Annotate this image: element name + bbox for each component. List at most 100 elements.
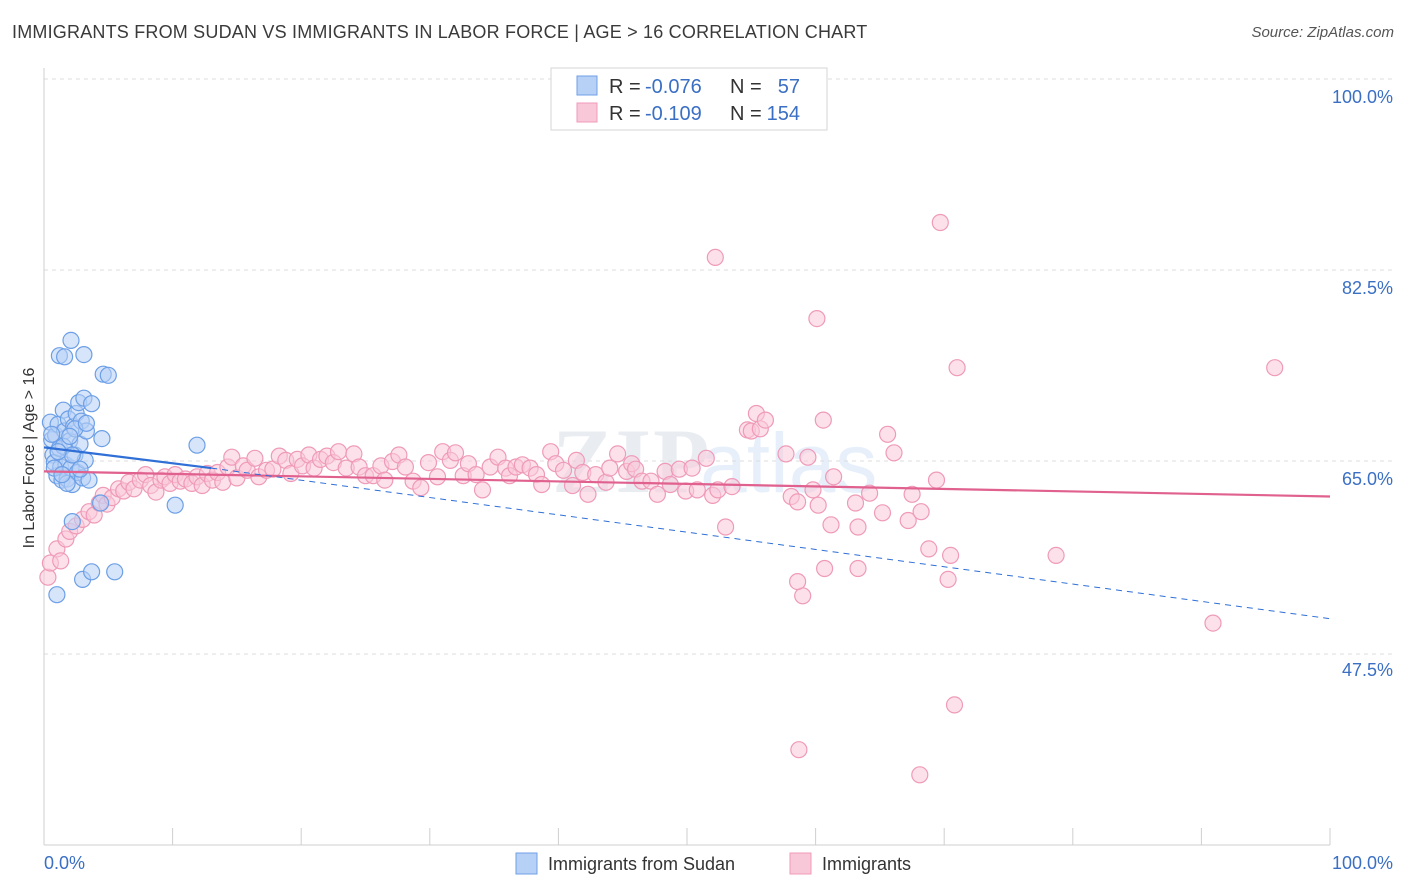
data-point-immigrants xyxy=(706,248,724,266)
data-point-sudan xyxy=(188,436,206,454)
data-point-immigrants xyxy=(446,444,465,462)
bottom-legend-swatch-sudan xyxy=(515,852,538,875)
data-point-sudan xyxy=(55,348,74,366)
x-tick-label-min: 0.0% xyxy=(44,853,85,873)
data-point-immigrants xyxy=(563,476,582,495)
bottom-legend-label-immigrants: Immigrants xyxy=(822,854,911,874)
legend-r-value-sudan: -0.076 xyxy=(645,76,702,98)
data-point-immigrants xyxy=(697,449,715,467)
grid-lines xyxy=(44,78,1393,655)
data-point-immigrants xyxy=(788,493,807,511)
data-point-immigrants xyxy=(579,485,597,503)
data-point-immigrants xyxy=(473,481,492,499)
data-point-immigrants xyxy=(809,496,827,514)
data-point-immigrants xyxy=(824,468,843,486)
legend-n-value-sudan: 57 xyxy=(778,76,800,98)
data-point-immigrants xyxy=(945,696,964,714)
data-point-immigrants xyxy=(428,468,447,486)
data-point-immigrants xyxy=(467,466,485,484)
legend-n-label-sudan: N = xyxy=(730,76,762,98)
data-point-immigrants xyxy=(899,511,917,530)
y-tick-label: 65.0% xyxy=(1342,469,1393,489)
data-point-immigrants xyxy=(756,411,775,429)
data-point-immigrants xyxy=(223,448,241,466)
series-sudan-points xyxy=(41,331,206,604)
data-point-immigrants xyxy=(822,516,840,534)
data-point-immigrants xyxy=(412,479,430,497)
data-point-immigrants xyxy=(911,766,929,784)
data-point-sudan xyxy=(43,425,61,443)
data-point-immigrants xyxy=(723,478,741,496)
data-point-sudan xyxy=(106,563,124,581)
series-immigrants-points xyxy=(39,213,1284,784)
data-point-immigrants xyxy=(648,485,667,503)
data-point-immigrants xyxy=(885,444,903,462)
data-point-immigrants xyxy=(939,570,957,589)
x-tick-label-max: 100.0% xyxy=(1332,853,1393,873)
data-point-immigrants xyxy=(777,445,795,463)
data-point-immigrants xyxy=(329,443,348,461)
data-point-immigrants xyxy=(873,504,892,522)
y-tick-label: 100.0% xyxy=(1332,87,1393,107)
data-point-sudan xyxy=(82,395,101,413)
data-point-immigrants xyxy=(941,546,960,565)
data-point-sudan xyxy=(91,494,110,512)
trend-line-sudan-projection xyxy=(211,467,1331,620)
data-point-immigrants xyxy=(849,559,867,578)
trend-line-sudan xyxy=(43,446,212,470)
trend-lines xyxy=(43,446,1331,620)
chart-title: IMMIGRANTS FROM SUDAN VS IMMIGRANTS IN L… xyxy=(12,22,868,42)
data-point-immigrants xyxy=(948,359,966,377)
data-point-immigrants xyxy=(246,449,264,467)
bottom-legend: Immigrants from Sudan Immigrants xyxy=(515,852,911,875)
legend-swatch-sudan xyxy=(576,75,598,96)
data-point-sudan xyxy=(99,366,117,384)
data-point-immigrants xyxy=(554,461,573,479)
data-point-immigrants xyxy=(52,552,70,570)
data-point-immigrants xyxy=(39,568,57,586)
data-point-sudan xyxy=(62,331,80,349)
data-point-sudan xyxy=(49,443,67,461)
data-point-sudan xyxy=(53,466,71,484)
data-point-immigrants xyxy=(376,471,394,489)
data-point-immigrants xyxy=(912,503,930,521)
legend-r-label-immigrants: R = xyxy=(609,103,641,125)
y-tick-label: 82.5% xyxy=(1342,278,1393,298)
bottom-legend-label-sudan: Immigrants from Sudan xyxy=(548,854,735,874)
data-point-sudan xyxy=(48,586,66,604)
data-point-immigrants xyxy=(808,310,826,328)
data-point-immigrants xyxy=(683,459,701,477)
data-point-immigrants xyxy=(396,458,414,476)
data-point-sudan xyxy=(75,346,93,364)
data-point-immigrants xyxy=(903,485,921,503)
data-point-immigrants xyxy=(860,484,879,502)
data-point-immigrants xyxy=(788,572,807,591)
data-point-immigrants xyxy=(878,425,897,443)
data-point-immigrants xyxy=(814,411,832,429)
data-point-immigrants xyxy=(1047,546,1065,565)
data-point-sudan xyxy=(82,563,101,581)
data-point-immigrants xyxy=(931,213,949,232)
data-point-sudan xyxy=(166,496,184,514)
x-axis-ticks xyxy=(43,828,1331,845)
legend-n-value-immigrants: 154 xyxy=(767,103,800,125)
data-point-immigrants xyxy=(815,559,834,578)
legend-n-label-immigrants: N = xyxy=(730,103,762,125)
data-point-sudan xyxy=(71,460,89,478)
legend-box: R = -0.076 N = 57 R = -0.109 N = 154 xyxy=(550,67,828,131)
data-point-immigrants xyxy=(688,481,706,499)
data-point-immigrants xyxy=(1266,359,1284,377)
y-tick-labels: 47.5% 65.0% 82.5% 100.0% xyxy=(1332,87,1393,680)
data-point-immigrants xyxy=(846,494,865,512)
data-point-sudan xyxy=(63,512,81,531)
trend-line-immigrants xyxy=(43,470,1331,498)
data-point-immigrants xyxy=(608,445,627,463)
data-point-immigrants xyxy=(920,540,938,558)
data-point-sudan xyxy=(93,430,111,448)
y-tick-label: 47.5% xyxy=(1342,660,1393,680)
data-point-sudan xyxy=(61,427,79,445)
data-point-immigrants xyxy=(601,459,619,477)
legend-r-value-immigrants: -0.109 xyxy=(645,103,702,125)
data-point-immigrants xyxy=(790,741,808,759)
